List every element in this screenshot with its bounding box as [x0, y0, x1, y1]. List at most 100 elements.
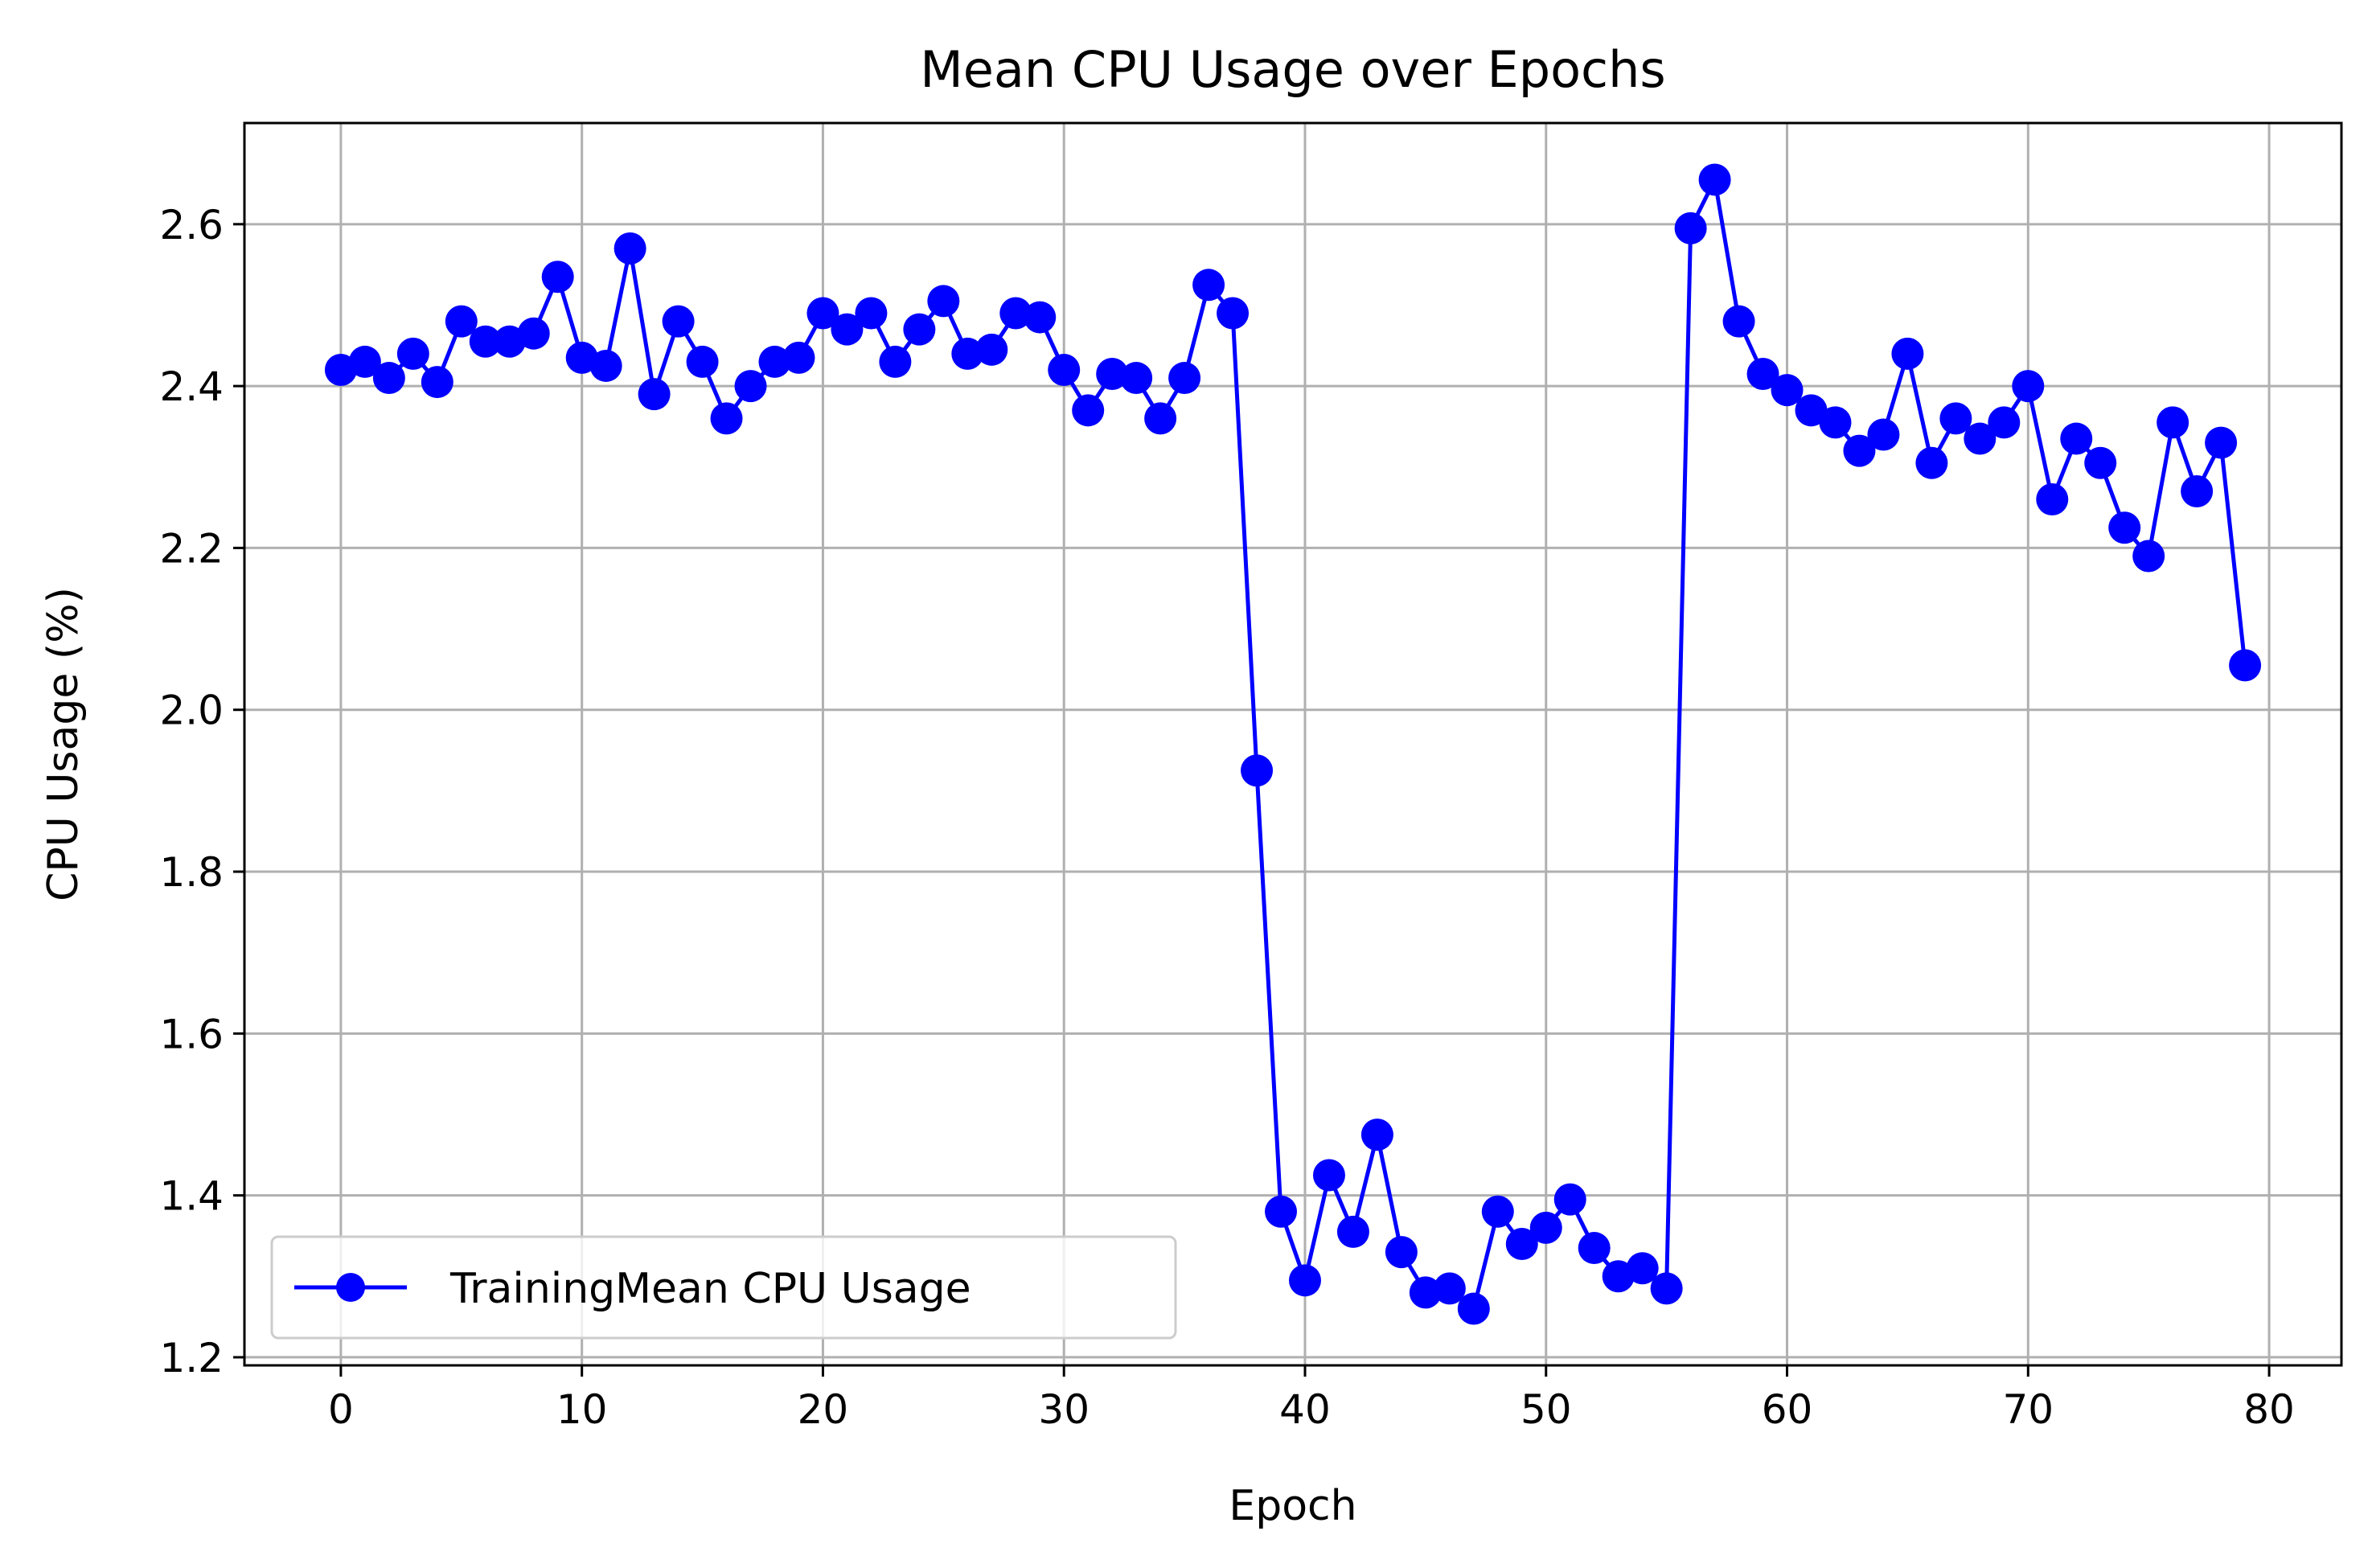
data-point: [396, 337, 429, 370]
x-tick-label: 40: [1279, 1386, 1331, 1433]
y-tick-label: 1.4: [159, 1173, 224, 1220]
data-point: [2157, 406, 2189, 439]
data-point: [951, 337, 984, 370]
data-point: [1771, 374, 1804, 407]
data-point: [710, 402, 743, 435]
data-point: [1626, 1252, 1659, 1285]
data-point: [517, 317, 550, 350]
data-point: [1168, 362, 1201, 395]
data-point: [831, 313, 864, 346]
x-axis-label: Epoch: [1229, 1482, 1356, 1530]
grid: [244, 123, 2341, 1365]
x-tick-label: 50: [1520, 1386, 1572, 1433]
data-point: [2132, 540, 2165, 573]
data-point: [2108, 511, 2141, 544]
data-point: [1024, 301, 1057, 334]
data-point: [1336, 1215, 1369, 1248]
y-tick-label: 2.4: [159, 363, 224, 410]
data-point: [1072, 394, 1105, 427]
data-point: [1795, 394, 1828, 427]
data-point: [782, 341, 815, 374]
legend-label: TrainingMean CPU Usage: [449, 1265, 971, 1313]
x-axis-ticks: 0 10 20 30 40 50 60 70 80: [328, 1365, 2295, 1433]
x-tick-label: 30: [1038, 1386, 1090, 1433]
y-tick-label: 2.6: [159, 202, 224, 248]
data-point: [1144, 402, 1177, 435]
data-point: [1217, 297, 1250, 330]
data-point: [541, 261, 574, 293]
data-point: [975, 333, 1008, 366]
x-tick-label: 60: [1762, 1386, 1813, 1433]
data-point: [2060, 422, 2093, 455]
data-point: [806, 297, 839, 330]
data-point: [2012, 370, 2045, 403]
data-point: [1241, 754, 1274, 787]
series-layer: [324, 163, 2262, 1325]
data-point: [1192, 269, 1225, 302]
data-point: [734, 370, 767, 403]
data-point: [1964, 422, 1997, 455]
data-point: [1096, 358, 1129, 391]
data-point: [1288, 1264, 1321, 1297]
y-tick-label: 2.2: [159, 525, 224, 572]
x-tick-label: 20: [798, 1386, 849, 1433]
data-point: [1674, 211, 1707, 244]
data-point: [348, 345, 381, 378]
data-point: [2036, 483, 2069, 516]
data-point: [589, 349, 622, 382]
data-point: [879, 345, 912, 378]
data-point: [1698, 163, 1731, 196]
data-point: [1457, 1292, 1490, 1325]
data-point: [999, 297, 1032, 330]
data-point: [855, 297, 888, 330]
data-point: [1891, 337, 1924, 370]
data-point: [445, 305, 478, 338]
x-tick-label: 10: [556, 1386, 608, 1433]
data-point: [1312, 1159, 1345, 1192]
data-point: [2229, 649, 2262, 682]
data-point: [1505, 1228, 1538, 1261]
data-point: [1578, 1232, 1611, 1265]
data-point: [1360, 1119, 1393, 1151]
x-tick-label: 80: [2243, 1386, 2295, 1433]
data-point: [2205, 426, 2238, 459]
y-tick-label: 1.8: [159, 849, 224, 896]
y-tick-label: 1.6: [159, 1011, 224, 1057]
data-point: [2084, 446, 2117, 479]
data-point: [1409, 1276, 1442, 1309]
legend-box: [270, 1235, 1177, 1340]
data-point: [1048, 353, 1081, 386]
data-point: [372, 362, 405, 395]
data-point: [1915, 446, 1948, 479]
data-point: [1939, 402, 1972, 435]
data-point: [1481, 1195, 1514, 1228]
chart-title: Mean CPU Usage over Epochs: [920, 40, 1665, 99]
y-tick-label: 2.0: [159, 688, 224, 734]
data-point: [1819, 406, 1852, 439]
data-point: [1746, 358, 1779, 391]
x-tick-label: 0: [328, 1386, 354, 1433]
data-point: [1650, 1272, 1683, 1305]
data-point: [662, 305, 695, 338]
data-point: [1722, 305, 1755, 338]
y-axis-label: CPU Usage (%): [39, 587, 88, 901]
data-point: [903, 313, 936, 346]
data-point: [2181, 474, 2214, 507]
data-point: [1120, 362, 1153, 395]
data-point: [927, 285, 960, 318]
data-point: [1529, 1211, 1562, 1244]
x-tick-label: 70: [2002, 1386, 2054, 1433]
data-point: [638, 378, 671, 411]
data-point: [1385, 1236, 1418, 1269]
data-point: [1553, 1183, 1586, 1216]
y-tick-label: 1.2: [159, 1335, 224, 1381]
data-point: [1265, 1195, 1298, 1228]
plot-area-frame: [243, 121, 2343, 1367]
data-point: [1867, 418, 1900, 451]
data-point: [421, 366, 453, 399]
data-point: [1843, 434, 1876, 467]
data-point: [1433, 1272, 1466, 1305]
data-point: [686, 345, 719, 378]
data-point: [469, 325, 502, 358]
